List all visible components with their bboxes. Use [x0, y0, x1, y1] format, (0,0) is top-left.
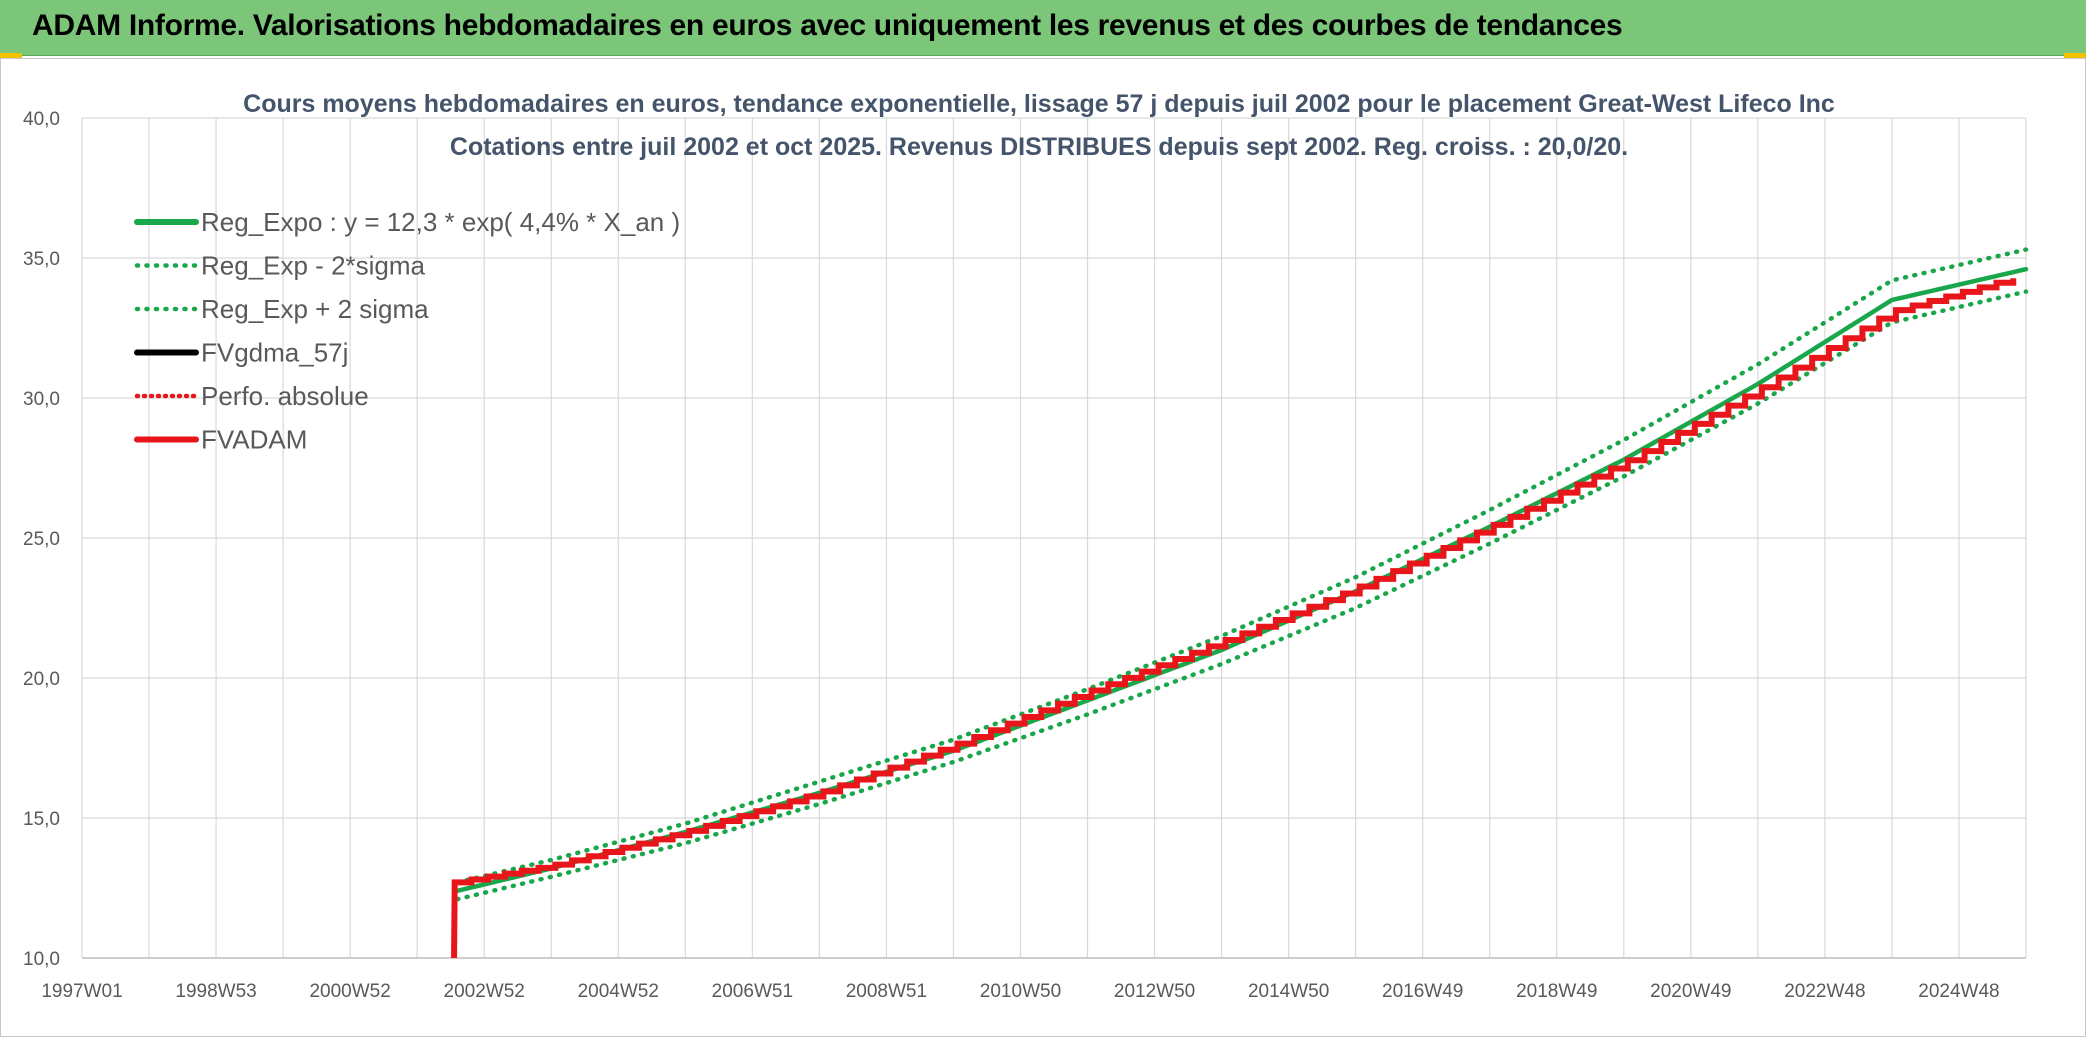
series-line-2: [455, 247, 2029, 885]
corner-marker-left: [0, 53, 22, 59]
y-tick-label: 15,0: [23, 809, 60, 830]
x-tick-label: 2000W52: [309, 981, 390, 1002]
y-tick-label: 25,0: [23, 529, 60, 550]
legend-label: Reg_Expo : y = 12,3 * exp( 4,4% * X_an ): [201, 207, 680, 237]
legend-label: FVADAM: [201, 425, 307, 455]
x-tick-label: 2008W51: [846, 981, 927, 1002]
series-lines: [451, 247, 2029, 959]
legend-label: Reg_Exp - 2*sigma: [201, 251, 426, 281]
gridlines: [81, 117, 2027, 959]
x-tick-label: 1997W01: [41, 981, 122, 1002]
y-tick-label: 40,0: [23, 109, 60, 130]
report-banner: ADAM Informe. Valorisations hebdomadaire…: [0, 0, 2086, 56]
y-tick-label: 35,0: [23, 249, 60, 270]
x-tick-label: 2022W48: [1784, 981, 1865, 1002]
chart-title-line-1: Cours moyens hebdomadaires en euros, ten…: [243, 90, 1835, 118]
legend: Reg_Expo : y = 12,3 * exp( 4,4% * X_an )…: [134, 207, 680, 455]
legend-label: FVgdma_57j: [201, 338, 348, 368]
x-tick-label: 2006W51: [712, 981, 793, 1002]
x-tick-label: 1998W53: [175, 981, 256, 1002]
x-tick-label: 2024W48: [1918, 981, 1999, 1002]
chart-title: Cours moyens hebdomadaires en euros, ten…: [243, 90, 1835, 161]
y-tick-label: 20,0: [23, 669, 60, 690]
y-axis-ticks: 10,0 15,0 20,0 25,0 30,0 35,0 40,0: [23, 109, 60, 970]
x-tick-label: 2002W52: [444, 981, 525, 1002]
x-axis-ticks: 1997W01 1998W53 2000W52 2002W52 2004W52 2006W…: [41, 981, 1999, 1002]
chart-title-line-2: Cotations entre juil 2002 et oct 2025. R…: [450, 133, 1628, 161]
report-title: ADAM Informe. Valorisations hebdomadaire…: [32, 9, 1623, 42]
x-tick-label: 2014W50: [1248, 981, 1329, 1002]
legend-label: Reg_Exp + 2 sigma: [201, 294, 429, 324]
x-tick-label: 2004W52: [578, 981, 659, 1002]
x-tick-label: 2020W49: [1650, 981, 1731, 1002]
series-line-1: [455, 289, 2029, 902]
x-tick-label: 2016W49: [1382, 981, 1463, 1002]
series-line-fvadam: [451, 278, 2017, 959]
series-line-0: [455, 266, 2029, 894]
x-tick-label: 2018W49: [1516, 981, 1597, 1002]
corner-marker-right: [2064, 53, 2086, 59]
y-tick-label: 30,0: [23, 389, 60, 410]
x-tick-label: 2010W50: [980, 981, 1061, 1002]
legend-label: Perfo. absolue: [201, 381, 369, 411]
y-tick-label: 10,0: [23, 949, 60, 970]
x-tick-label: 2012W50: [1114, 981, 1195, 1002]
